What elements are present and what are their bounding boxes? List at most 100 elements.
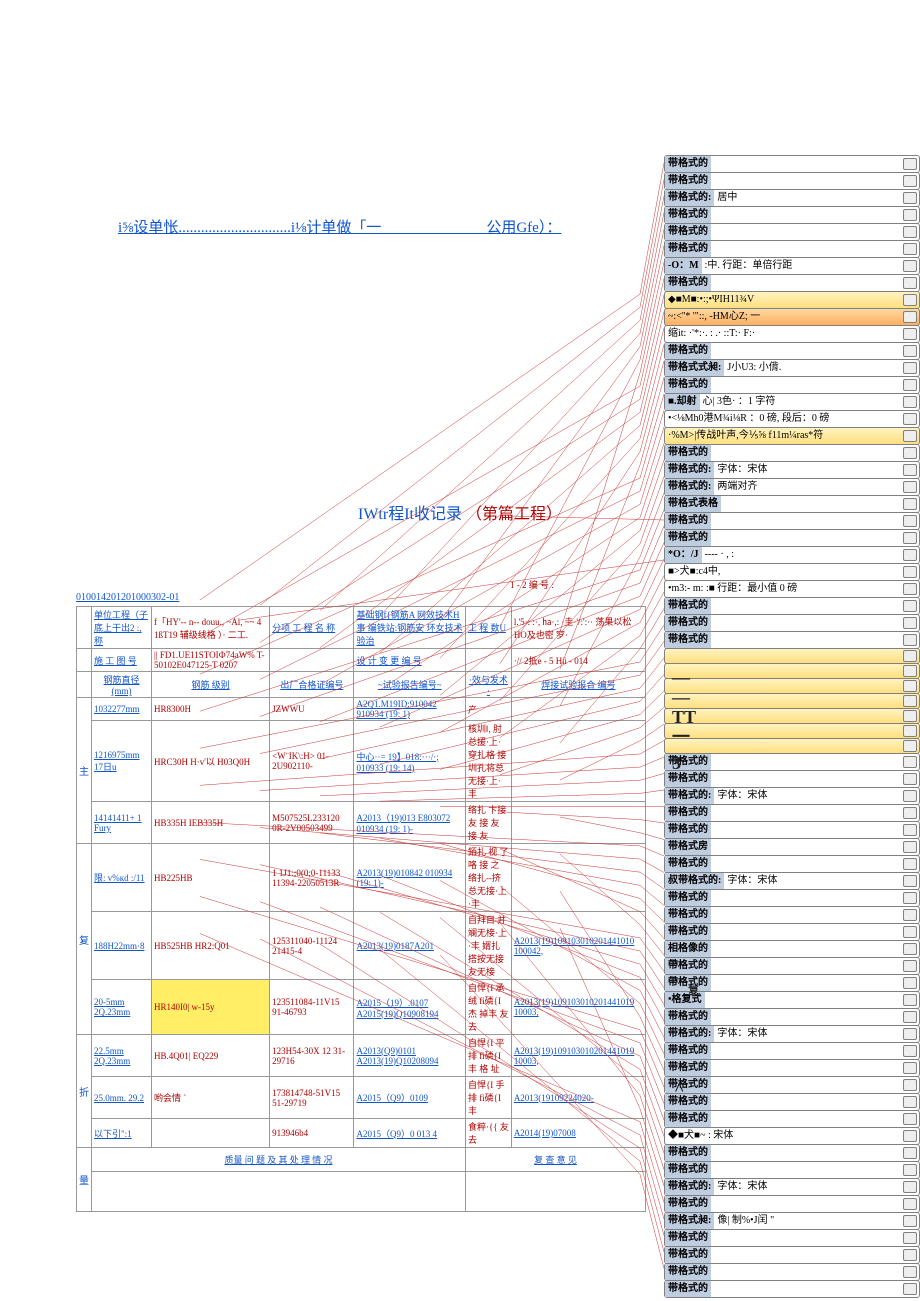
- comment-toggle-button[interactable]: [903, 1266, 917, 1278]
- comment-toggle-button[interactable]: [903, 328, 917, 340]
- format-comment[interactable]: 带格式的: [664, 529, 920, 547]
- comment-toggle-button[interactable]: [903, 515, 917, 527]
- format-comment[interactable]: 带格式的: [664, 631, 920, 649]
- format-comment[interactable]: 带格式的: [664, 155, 920, 173]
- comment-toggle-button[interactable]: [903, 824, 917, 836]
- format-comment[interactable]: 带格式的: [664, 206, 920, 224]
- format-comment[interactable]: 带格式的: [664, 1161, 920, 1179]
- comment-toggle-button[interactable]: [903, 1028, 917, 1040]
- comment-toggle-button[interactable]: [903, 875, 917, 887]
- comment-toggle-button[interactable]: [903, 260, 917, 272]
- comment-toggle-button[interactable]: [903, 710, 917, 722]
- format-comment[interactable]: 带格式房: [664, 838, 920, 856]
- format-comment[interactable]: 带格式的: [664, 342, 920, 360]
- comment-toggle-button[interactable]: [903, 617, 917, 629]
- comment-toggle-button[interactable]: [903, 1249, 917, 1261]
- comment-toggle-button[interactable]: [903, 430, 917, 442]
- comment-toggle-button[interactable]: [903, 1164, 917, 1176]
- format-comment[interactable]: [664, 738, 920, 754]
- format-comment[interactable]: 带格式的: [664, 1263, 920, 1281]
- format-comment[interactable]: [664, 678, 920, 694]
- format-comment[interactable]: 相格像的: [664, 940, 920, 958]
- comment-toggle-button[interactable]: [903, 977, 917, 989]
- format-comment[interactable]: 帶格式的: [664, 957, 920, 975]
- format-comment[interactable]: 带格式的: [664, 1110, 920, 1128]
- comment-toggle-button[interactable]: [903, 650, 917, 662]
- format-comment[interactable]: 带格式的: [664, 376, 920, 394]
- comment-toggle-button[interactable]: [903, 1232, 917, 1244]
- comment-toggle-button[interactable]: [903, 1198, 917, 1210]
- comment-toggle-button[interactable]: [903, 158, 917, 170]
- comment-toggle-button[interactable]: [903, 1062, 917, 1074]
- format-comment[interactable]: 带格式的:居中: [664, 189, 920, 207]
- format-comment[interactable]: 带格式的: [664, 1008, 920, 1026]
- comment-toggle-button[interactable]: [903, 634, 917, 646]
- format-comment[interactable]: 带格式的: [664, 1195, 920, 1213]
- comment-toggle-button[interactable]: [903, 362, 917, 374]
- comment-toggle-button[interactable]: [903, 345, 917, 357]
- format-comment[interactable]: 带格式的:字体：宋体: [664, 1025, 920, 1043]
- comment-toggle-button[interactable]: [903, 447, 917, 459]
- format-comment[interactable]: 带格式的: [664, 1246, 920, 1264]
- comment-toggle-button[interactable]: [903, 773, 917, 785]
- format-comment[interactable]: 带格式的: [664, 1144, 920, 1162]
- format-comment[interactable]: [664, 693, 920, 709]
- format-comment[interactable]: 带格式的: [664, 1280, 920, 1298]
- format-comment[interactable]: ■>犬■:c4中,: [664, 563, 920, 581]
- format-comment[interactable]: 带格式的: [664, 889, 920, 907]
- format-comment[interactable]: •格复式: [664, 991, 920, 1009]
- comment-toggle-button[interactable]: [903, 413, 917, 425]
- comment-toggle-button[interactable]: [903, 892, 917, 904]
- comment-toggle-button[interactable]: [903, 807, 917, 819]
- format-comment[interactable]: 带格式昶: 像| 制%•J闰 ": [664, 1212, 920, 1230]
- format-comment[interactable]: 带格式的:字体：宋体: [664, 787, 920, 805]
- format-comment[interactable]: 带格式的: [664, 804, 920, 822]
- comment-toggle-button[interactable]: [903, 1147, 917, 1159]
- format-comment[interactable]: 带格式的:两端对齐: [664, 478, 920, 496]
- format-comment[interactable]: 带格式的: [664, 1042, 920, 1060]
- format-comment[interactable]: *O：/J ---- · , :: [664, 546, 920, 564]
- format-comment[interactable]: ■.却射 心| 3色· ：1 字符: [664, 393, 920, 411]
- format-comment[interactable]: 带格式的: [664, 223, 920, 241]
- comment-toggle-button[interactable]: [903, 277, 917, 289]
- comment-toggle-button[interactable]: [903, 695, 917, 707]
- format-comment[interactable]: ·%M>|传战叶声,今⅕⅝ f11m¼ras*符: [664, 427, 920, 445]
- comment-toggle-button[interactable]: [903, 566, 917, 578]
- comment-toggle-button[interactable]: [903, 311, 917, 323]
- comment-toggle-button[interactable]: [903, 532, 917, 544]
- comment-toggle-button[interactable]: [903, 1096, 917, 1108]
- comment-toggle-button[interactable]: [903, 943, 917, 955]
- format-comment[interactable]: 缩it: ·'*:·. : .· ::T:· F:·: [664, 325, 920, 343]
- comment-toggle-button[interactable]: [903, 192, 917, 204]
- format-comment[interactable]: 带格式的: [664, 274, 920, 292]
- comment-toggle-button[interactable]: [903, 960, 917, 972]
- comment-toggle-button[interactable]: [903, 665, 917, 677]
- format-comment[interactable]: 带格式的: [664, 597, 920, 615]
- comment-toggle-button[interactable]: [903, 226, 917, 238]
- comment-toggle-button[interactable]: [903, 1113, 917, 1125]
- format-comment[interactable]: 带格式的: [664, 1059, 920, 1077]
- format-comment[interactable]: ~:<''* '"::, -HM心Z; 一: [664, 308, 920, 326]
- format-comment[interactable]: 带格式的: [664, 753, 920, 771]
- format-comment[interactable]: 带格式的:字体：宋体: [664, 1178, 920, 1196]
- comment-toggle-button[interactable]: [903, 725, 917, 737]
- comment-toggle-button[interactable]: [903, 740, 917, 752]
- comment-toggle-button[interactable]: [903, 926, 917, 938]
- comment-toggle-button[interactable]: [903, 583, 917, 595]
- format-comment[interactable]: 帶格式的: [664, 974, 920, 992]
- comment-toggle-button[interactable]: [903, 1215, 917, 1227]
- format-comment[interactable]: [664, 648, 920, 664]
- format-comment[interactable]: ◆■M■:•:;•ΨIH11¾V: [664, 291, 920, 309]
- comment-toggle-button[interactable]: [903, 1130, 917, 1142]
- comment-toggle-button[interactable]: [903, 464, 917, 476]
- comment-toggle-button[interactable]: [903, 1045, 917, 1057]
- comment-toggle-button[interactable]: [903, 680, 917, 692]
- comment-toggle-button[interactable]: [903, 790, 917, 802]
- comment-toggle-button[interactable]: [903, 379, 917, 391]
- format-comment[interactable]: 带格式的: [664, 821, 920, 839]
- format-comment[interactable]: 带格式的: [664, 855, 920, 873]
- comment-toggle-button[interactable]: [903, 549, 917, 561]
- comment-toggle-button[interactable]: [903, 994, 917, 1006]
- comment-toggle-button[interactable]: [903, 1079, 917, 1091]
- format-comment[interactable]: 带格式式昶:J小U3: 小偝.: [664, 359, 920, 377]
